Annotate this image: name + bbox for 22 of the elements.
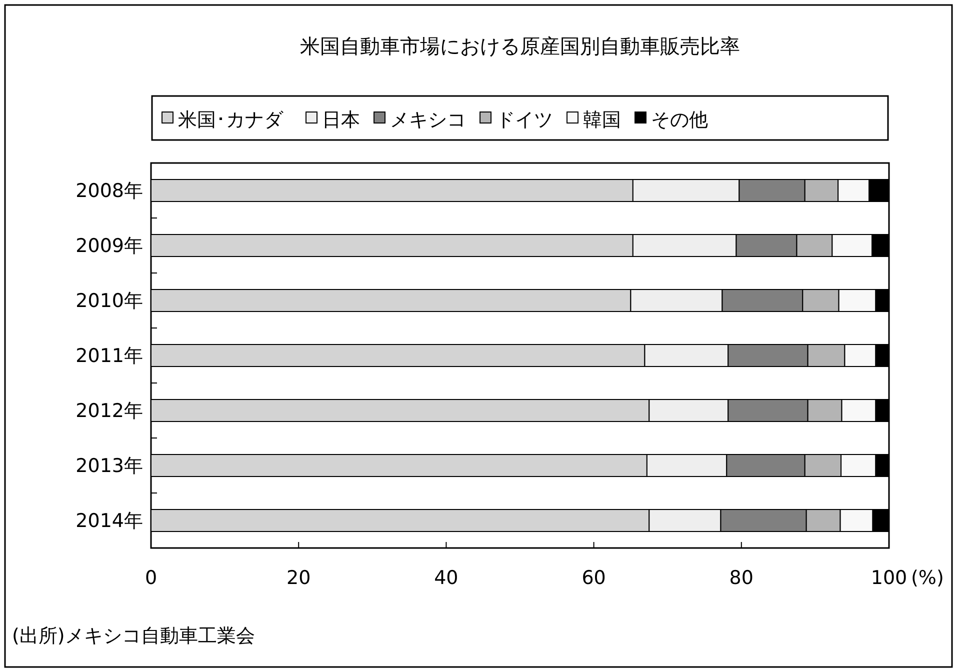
text: (出所)メキシコ自動車工業会: [12, 625, 255, 647]
legend-label: 日本: [322, 109, 360, 131]
x-tick-label: 100: [870, 567, 908, 589]
legend-label: メキシコ: [390, 109, 466, 131]
y-tick-label: 2010年: [76, 290, 143, 312]
x-tick-label: 20: [286, 567, 311, 589]
chart-title: 米国自動車市場における原産国別自動車販売比率: [300, 34, 740, 58]
y-tick-label: 2009年: [76, 235, 143, 258]
x-tick-label: 60: [582, 567, 606, 589]
y-tick-label: 2008年: [76, 180, 143, 202]
legend-label: 韓国: [583, 109, 621, 131]
x-tick-label: 40: [434, 567, 458, 589]
y-tick-label: 2012年: [76, 400, 143, 422]
y-tick-label: 2013年: [76, 455, 143, 478]
legend-label: 米国･カナダ: [178, 109, 284, 131]
x-axis-title: (%): [911, 567, 944, 589]
legend-label: その他: [651, 109, 708, 131]
x-tick-label: 0: [144, 567, 158, 589]
legend-label: ドイツ: [496, 109, 553, 131]
x-tick-label: 80: [729, 567, 754, 589]
y-tick-label: 2014年: [76, 510, 143, 532]
y-tick-label: 2011年: [76, 345, 143, 368]
